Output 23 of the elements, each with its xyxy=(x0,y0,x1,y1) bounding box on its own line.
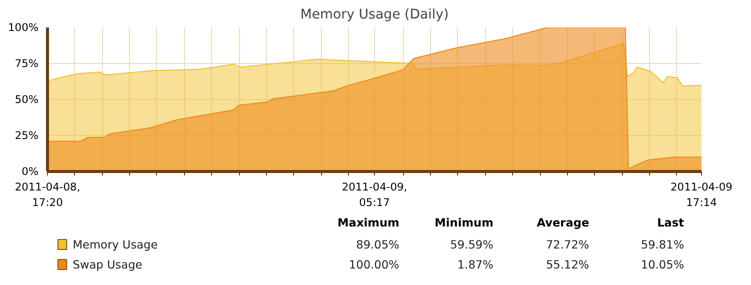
text: 100.00% xyxy=(348,258,400,272)
text: 10.05% xyxy=(640,258,684,272)
text: 1.87% xyxy=(457,258,494,272)
text: 59.59% xyxy=(450,238,494,252)
y-tick-label: 100% xyxy=(8,21,39,34)
text: Last xyxy=(657,216,685,230)
chart-title: Memory Usage (Daily) xyxy=(300,8,449,22)
legend-label: Memory Usage xyxy=(72,238,158,252)
text: 55.12% xyxy=(546,258,590,272)
x-tick-label: 2011-04-09 17:14 xyxy=(670,180,733,210)
text: Minimum xyxy=(434,216,494,230)
text: 72.72% xyxy=(546,238,590,252)
x-tick-label: 2011-04-09, 05:17 xyxy=(342,180,408,210)
text: Maximum xyxy=(338,216,400,230)
y-tick-label: 25% xyxy=(14,129,38,142)
text: Average xyxy=(536,216,590,230)
y-tick-label: 75% xyxy=(14,57,38,70)
text: 89.05% xyxy=(356,238,400,252)
x-tick-label: 2011-04-08, 17:20 xyxy=(14,180,80,210)
y-tick-label: 50% xyxy=(14,93,38,106)
y-tick-label: 0% xyxy=(22,165,38,178)
text: 59.81% xyxy=(640,238,684,252)
legend-label: Swap Usage xyxy=(72,258,142,272)
